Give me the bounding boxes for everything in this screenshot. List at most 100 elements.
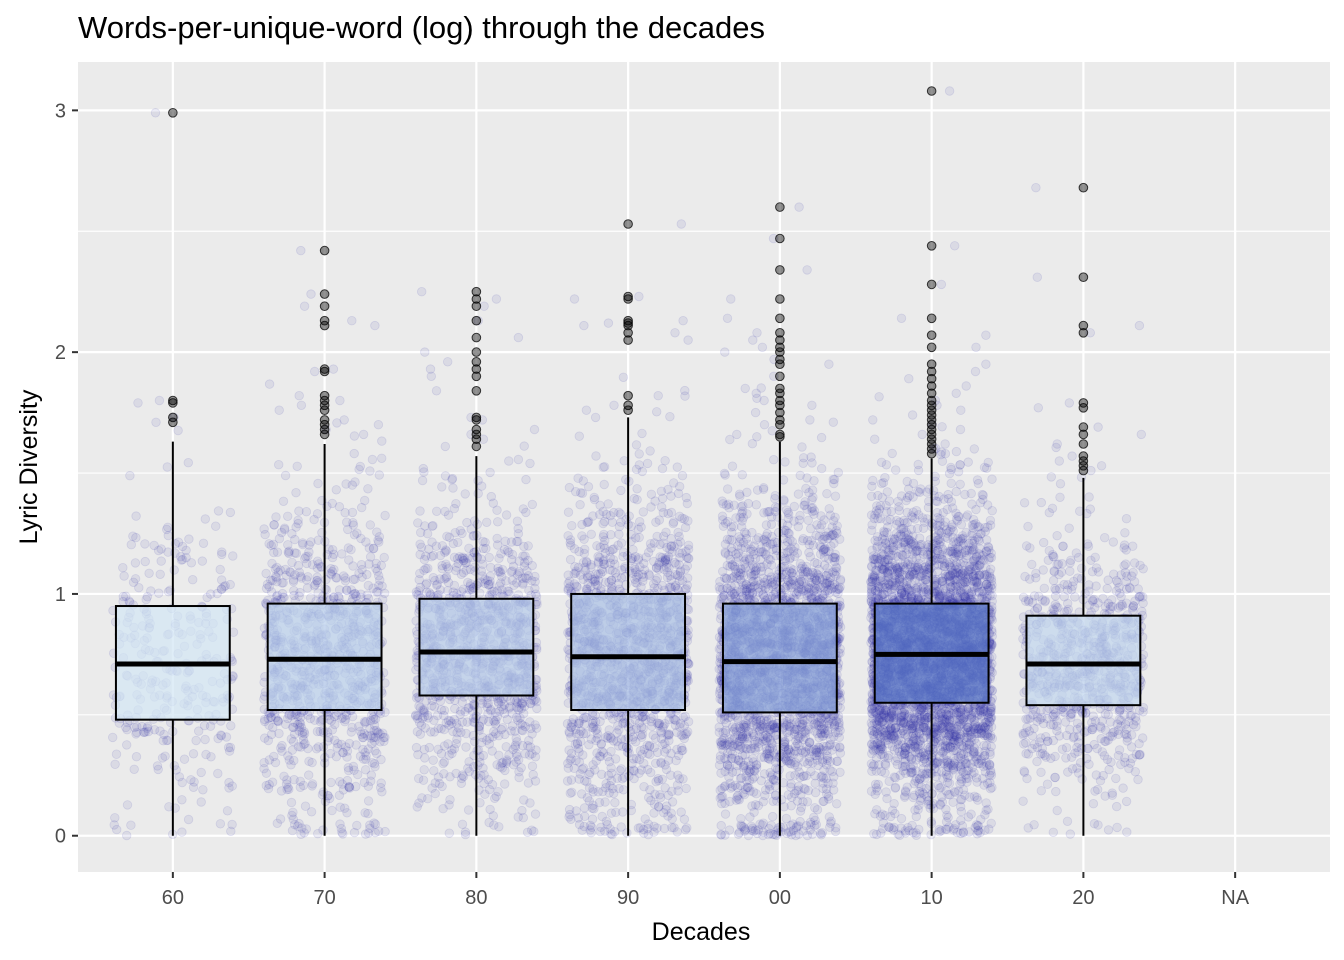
- jitter-point: [418, 463, 429, 474]
- jitter-point: [294, 722, 305, 732]
- jitter-point: [287, 529, 297, 539]
- jitter-point: [121, 830, 132, 841]
- jitter-point: [373, 727, 383, 738]
- jitter-point: [337, 827, 347, 838]
- jitter-point: [365, 820, 375, 830]
- jitter-point: [376, 778, 386, 788]
- jitter-point: [369, 726, 379, 736]
- jitter-point: [618, 551, 628, 562]
- jitter-point: [342, 746, 353, 756]
- jitter-point: [338, 747, 348, 758]
- jitter-point: [529, 826, 539, 837]
- jitter-point: [590, 412, 601, 423]
- jitter-point: [751, 500, 762, 510]
- jitter-point: [452, 553, 463, 564]
- jitter-point: [674, 576, 684, 586]
- jitter-point: [277, 527, 287, 538]
- jitter-point: [680, 825, 691, 835]
- jitter-point: [286, 760, 296, 770]
- jitter-point: [663, 790, 673, 801]
- jitter-point: [660, 760, 670, 770]
- jitter-point: [571, 581, 582, 591]
- jitter-point: [340, 573, 351, 583]
- jitter-point: [361, 754, 371, 765]
- jitter-point: [279, 524, 290, 535]
- jitter-point: [215, 819, 226, 829]
- jitter-point: [160, 751, 170, 761]
- jitter-point: [276, 743, 286, 753]
- jitter-point: [215, 564, 225, 575]
- jitter-point: [595, 500, 605, 511]
- chart-title: Words-per-unique-word (log) through the …: [78, 10, 765, 45]
- jitter-point: [312, 726, 323, 737]
- jitter-point: [484, 552, 494, 563]
- jitter-point: [676, 219, 687, 229]
- jitter-point: [649, 827, 659, 837]
- jitter-point: [440, 441, 451, 452]
- jitter-point: [175, 552, 186, 562]
- jitter-point: [312, 556, 323, 566]
- jitter-point: [342, 752, 352, 762]
- jitter-point: [424, 742, 435, 753]
- jitter-point: [670, 328, 680, 338]
- jitter-point: [356, 533, 366, 544]
- jitter-point: [369, 543, 379, 554]
- jitter-point: [669, 517, 679, 527]
- jitter-point: [201, 749, 211, 760]
- jitter-point: [281, 570, 291, 581]
- jitter-point: [155, 726, 165, 736]
- jitter-point: [335, 802, 345, 812]
- plot-panel: [78, 62, 1330, 872]
- jitter-point: [453, 537, 463, 548]
- jitter-point: [223, 742, 234, 753]
- jitter-point: [331, 752, 342, 762]
- jitter-point: [488, 498, 499, 508]
- jitter-point: [419, 554, 430, 565]
- jitter-point: [679, 733, 690, 744]
- jitter-point: [306, 289, 316, 299]
- jitter-point: [660, 738, 670, 749]
- jitter-point: [313, 478, 323, 489]
- jitter-point: [295, 776, 306, 787]
- jitter-point: [269, 751, 279, 762]
- jitter-point: [296, 400, 307, 411]
- jitter-point: [443, 564, 454, 574]
- jitter-point: [432, 506, 442, 517]
- jitter-point: [333, 591, 344, 602]
- jitter-point: [263, 713, 273, 724]
- jitter-point: [344, 765, 354, 776]
- jitter-point: [156, 556, 166, 566]
- jitter-point: [473, 760, 483, 771]
- jitter-point: [296, 573, 307, 583]
- jitter-point: [574, 716, 585, 726]
- jitter-point: [151, 417, 161, 428]
- jitter-point: [351, 740, 361, 750]
- jitter-point: [656, 726, 666, 736]
- jitter-point: [461, 742, 471, 752]
- jitter-point: [360, 829, 371, 839]
- jitter-point: [334, 593, 344, 603]
- jitter-point: [364, 543, 375, 553]
- jitter-point: [373, 420, 384, 430]
- jitter-point: [365, 520, 376, 530]
- jitter-point: [524, 735, 534, 746]
- jitter-point: [352, 528, 362, 538]
- jitter-point: [110, 813, 120, 823]
- jitter-point: [130, 574, 141, 584]
- jitter-point: [673, 786, 683, 796]
- jitter-point: [521, 474, 531, 485]
- jitter-point: [580, 776, 590, 786]
- jitter-point: [329, 564, 339, 575]
- jitter-point: [361, 537, 371, 547]
- jitter-point: [360, 495, 370, 506]
- jitter-point: [529, 424, 540, 435]
- jitter-point: [606, 808, 617, 818]
- jitter-point: [339, 415, 349, 425]
- jitter-point: [144, 568, 154, 579]
- jitter-point: [366, 770, 377, 780]
- jitter-point: [585, 820, 596, 831]
- jitter-point: [455, 526, 466, 536]
- jitter-point: [639, 782, 649, 792]
- jitter-point: [580, 565, 590, 576]
